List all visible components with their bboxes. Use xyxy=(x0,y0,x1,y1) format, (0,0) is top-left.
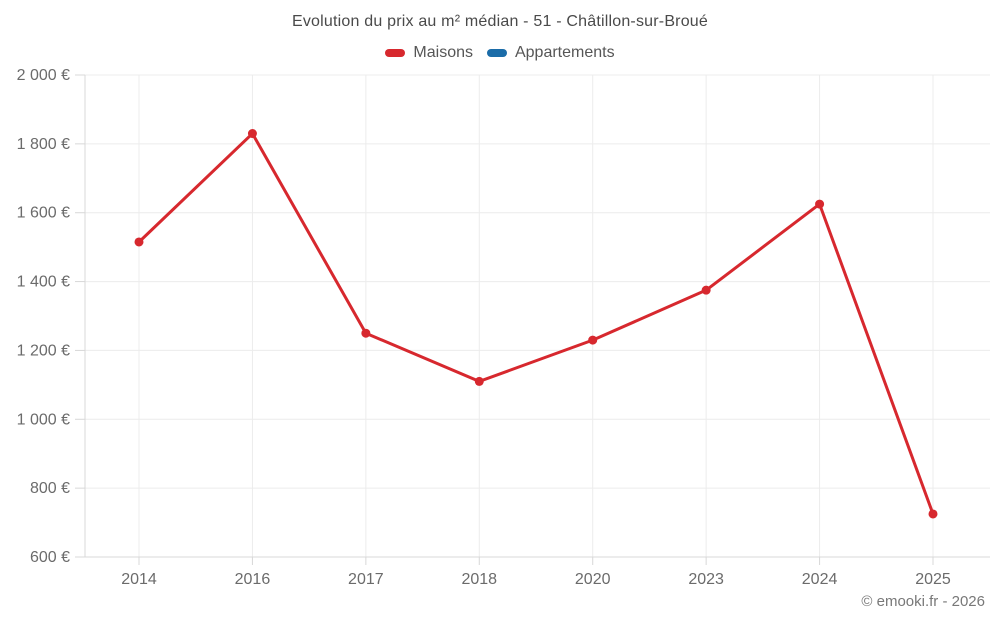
x-axis-tick-label: 2017 xyxy=(348,571,384,588)
legend-label-appartements: Appartements xyxy=(514,44,615,61)
legend-swatch-maisons-icon xyxy=(385,49,406,57)
y-axis-tick-label: 1 200 € xyxy=(17,342,70,359)
data-point-maisons-2023 xyxy=(701,285,711,295)
y-axis-tick-label: 2 000 € xyxy=(17,67,70,84)
x-axis-tick-label: 2020 xyxy=(575,571,611,588)
y-axis-tick-label: 1 800 € xyxy=(17,136,70,153)
series-line-maisons xyxy=(137,132,935,516)
y-axis-tick-label: 1 400 € xyxy=(17,274,70,291)
legend-item-appartements[interactable]: Appartements xyxy=(486,44,615,62)
x-axis-tick-label: 2023 xyxy=(688,571,724,588)
data-point-maisons-2025 xyxy=(928,509,938,519)
y-axis-tick-label: 600 € xyxy=(30,549,70,566)
legend-swatch-appartements-icon xyxy=(486,49,507,57)
chart-title: Evolution du prix au m² médian - 51 - Ch… xyxy=(291,13,709,30)
x-axis-tick-label: 2024 xyxy=(802,571,838,588)
y-axis-tick-label: 800 € xyxy=(30,480,70,497)
data-point-maisons-2017 xyxy=(361,328,371,338)
data-point-maisons-2016 xyxy=(247,129,257,139)
data-point-maisons-2020 xyxy=(588,335,598,345)
data-point-maisons-2018 xyxy=(474,376,484,386)
chart-legend: Maisons Appartements xyxy=(0,44,1000,62)
x-axis-tick-label: 2025 xyxy=(915,571,951,588)
x-axis-tick-label: 2018 xyxy=(461,571,497,588)
x-axis-tick-label: 2016 xyxy=(235,571,271,588)
legend-item-maisons[interactable]: Maisons xyxy=(385,44,473,62)
x-axis-tick-label: 2014 xyxy=(121,571,157,588)
data-point-maisons-2014 xyxy=(134,237,144,247)
legend-label-maisons: Maisons xyxy=(413,44,473,61)
y-axis-tick-label: 1 000 € xyxy=(17,411,70,428)
copyright-credit: © emooki.fr - 2026 xyxy=(861,593,985,610)
data-point-maisons-2024 xyxy=(815,199,825,209)
y-axis-tick-label: 1 600 € xyxy=(17,205,70,222)
